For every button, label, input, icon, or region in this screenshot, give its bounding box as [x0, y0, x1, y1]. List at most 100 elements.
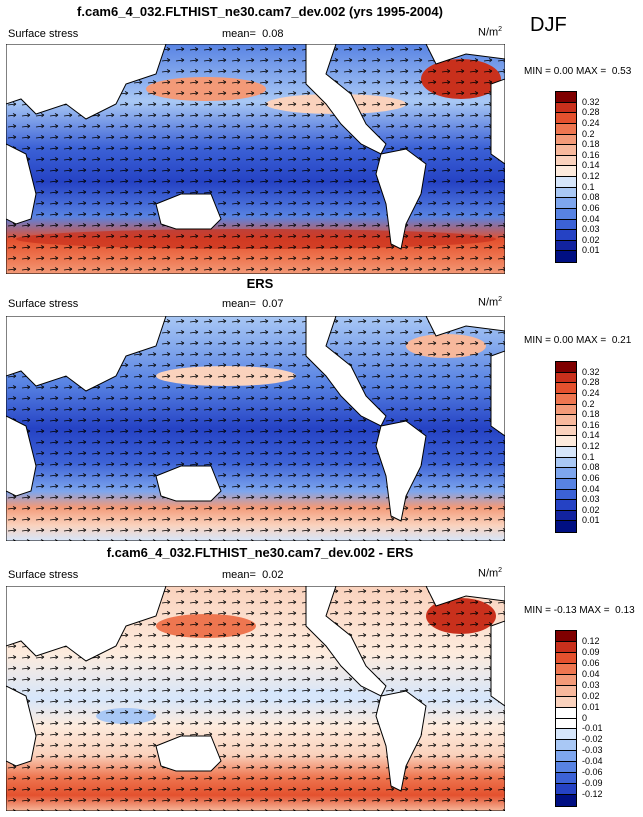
colorbar-swatch — [556, 457, 576, 469]
colorbar-swatch — [556, 510, 576, 522]
colorbar-swatch — [556, 166, 576, 177]
colorbar-tick-label: 0.01 — [582, 245, 600, 256]
colorbar-swatch — [556, 685, 576, 697]
colorbar-swatch — [556, 230, 576, 241]
panel-2-mean: mean= 0.07 — [222, 298, 284, 310]
colorbar-swatch — [556, 134, 576, 146]
colorbar-tick-label: 0.04 — [582, 483, 600, 494]
colorbar-swatch — [556, 500, 576, 511]
colorbar-tick-label: 0.06 — [582, 472, 600, 483]
panel-1-mean-value: 0.08 — [262, 28, 284, 40]
colorbar-swatch — [556, 102, 576, 114]
colorbar-swatch — [556, 674, 576, 686]
panel-3-map — [6, 586, 505, 811]
panel-2-map — [6, 316, 505, 541]
colorbar-swatch — [556, 652, 576, 664]
panel-1-mean-label: mean= — [222, 28, 256, 40]
panel-1-mean: mean= 0.08 — [222, 28, 284, 40]
colorbar-tick-label: 0.08 — [582, 462, 600, 473]
colorbar-tick-label: 0.32 — [582, 96, 600, 107]
colorbar-tick-label: 0.03 — [582, 494, 600, 505]
colorbar-swatch — [556, 521, 576, 532]
panel-1-colorbar — [555, 91, 577, 263]
colorbar-swatch — [556, 718, 576, 730]
colorbar-swatch — [556, 187, 576, 199]
colorbar-tick-label: 0.16 — [582, 419, 600, 430]
colorbar-tick-label: 0.09 — [582, 646, 600, 657]
colorbar-swatch — [556, 468, 576, 479]
colorbar-tick-label: 0.16 — [582, 149, 600, 160]
colorbar-tick-label: 0.03 — [582, 679, 600, 690]
colorbar-swatch — [556, 784, 576, 796]
colorbar-swatch — [556, 663, 576, 675]
colorbar-tick-label: 0.08 — [582, 192, 600, 203]
colorbar-swatch — [556, 762, 576, 774]
colorbar-tick-label: 0 — [582, 712, 588, 723]
colorbar-swatch — [556, 795, 576, 806]
colorbar-swatch — [556, 478, 576, 490]
panel-2-variable: Surface stress — [8, 298, 79, 310]
colorbar-tick-label: 0.2 — [582, 398, 595, 409]
colorbar-tick-label: 0.01 — [582, 515, 600, 526]
colorbar-tick-label: 0.02 — [582, 234, 600, 245]
colorbar-swatch — [556, 362, 576, 373]
colorbar-swatch — [556, 240, 576, 252]
colorbar-swatch — [556, 447, 576, 458]
colorbar-swatch — [556, 404, 576, 416]
colorbar-tick-label: 0.01 — [582, 701, 600, 712]
colorbar-tick-label: -0.12 — [582, 789, 603, 800]
colorbar-tick-label: 0.06 — [582, 202, 600, 213]
panel-3-minmax: MIN = -0.13 MAX = 0.13 — [524, 605, 635, 616]
colorbar-swatch — [556, 372, 576, 384]
colorbar-tick-label: 0.24 — [582, 117, 600, 128]
colorbar-tick-label: 0.14 — [582, 430, 600, 441]
panel-3-colorbar — [555, 630, 577, 807]
colorbar-tick-label: 0.32 — [582, 366, 600, 377]
colorbar-swatch — [556, 707, 576, 719]
panel-1-title: f.cam6_4_032.FLTHIST_ne30.cam7_dev.002 (… — [77, 4, 443, 19]
colorbar-tick-label: 0.2 — [582, 128, 595, 139]
colorbar-tick-label: -0.02 — [582, 734, 603, 745]
colorbar-tick-label: 0.04 — [582, 668, 600, 679]
colorbar-tick-label: 0.24 — [582, 387, 600, 398]
colorbar-swatch — [556, 425, 576, 437]
colorbar-swatch — [556, 415, 576, 426]
panel-1-minmax: MIN = 0.00 MAX = 0.53 — [524, 66, 632, 77]
colorbar-swatch — [556, 251, 576, 262]
colorbar-swatch — [556, 696, 576, 708]
colorbar-tick-label: 0.04 — [582, 213, 600, 224]
colorbar-tick-label: 0.1 — [582, 451, 595, 462]
colorbar-swatch — [556, 631, 576, 642]
panel-2-minmax: MIN = 0.00 MAX = 0.21 — [524, 335, 632, 346]
colorbar-tick-label: -0.03 — [582, 745, 603, 756]
colorbar-swatch — [556, 113, 576, 124]
colorbar-swatch — [556, 393, 576, 405]
colorbar-swatch — [556, 773, 576, 785]
colorbar-tick-label: 0.1 — [582, 181, 595, 192]
colorbar-tick-label: -0.09 — [582, 778, 603, 789]
panel-2-units: N/m2 — [478, 296, 503, 309]
colorbar-tick-label: 0.18 — [582, 139, 600, 150]
colorbar-tick-label: 0.12 — [582, 171, 600, 181]
panel-2-colorbar — [555, 361, 577, 533]
colorbar-tick-label: 0.06 — [582, 657, 600, 668]
colorbar-swatch — [556, 92, 576, 103]
colorbar-tick-label: -0.06 — [582, 767, 603, 778]
colorbar-swatch — [556, 208, 576, 220]
colorbar-tick-label: 0.03 — [582, 224, 600, 235]
panel-1-variable: Surface stress — [8, 28, 79, 40]
colorbar-tick-label: -0.04 — [582, 756, 603, 767]
panel-3-variable: Surface stress — [8, 569, 79, 581]
colorbar-swatch — [556, 383, 576, 394]
colorbar-swatch — [556, 436, 576, 447]
colorbar-swatch — [556, 123, 576, 135]
colorbar-swatch — [556, 155, 576, 167]
colorbar-tick-label: 0.18 — [582, 409, 600, 420]
colorbar-swatch — [556, 751, 576, 763]
colorbar-swatch — [556, 145, 576, 156]
colorbar-swatch — [556, 219, 576, 231]
colorbar-tick-label: 0.02 — [582, 504, 600, 515]
colorbar-swatch — [556, 641, 576, 653]
colorbar-tick-label: 0.12 — [582, 441, 600, 451]
colorbar-tick-label: 0.28 — [582, 377, 600, 388]
